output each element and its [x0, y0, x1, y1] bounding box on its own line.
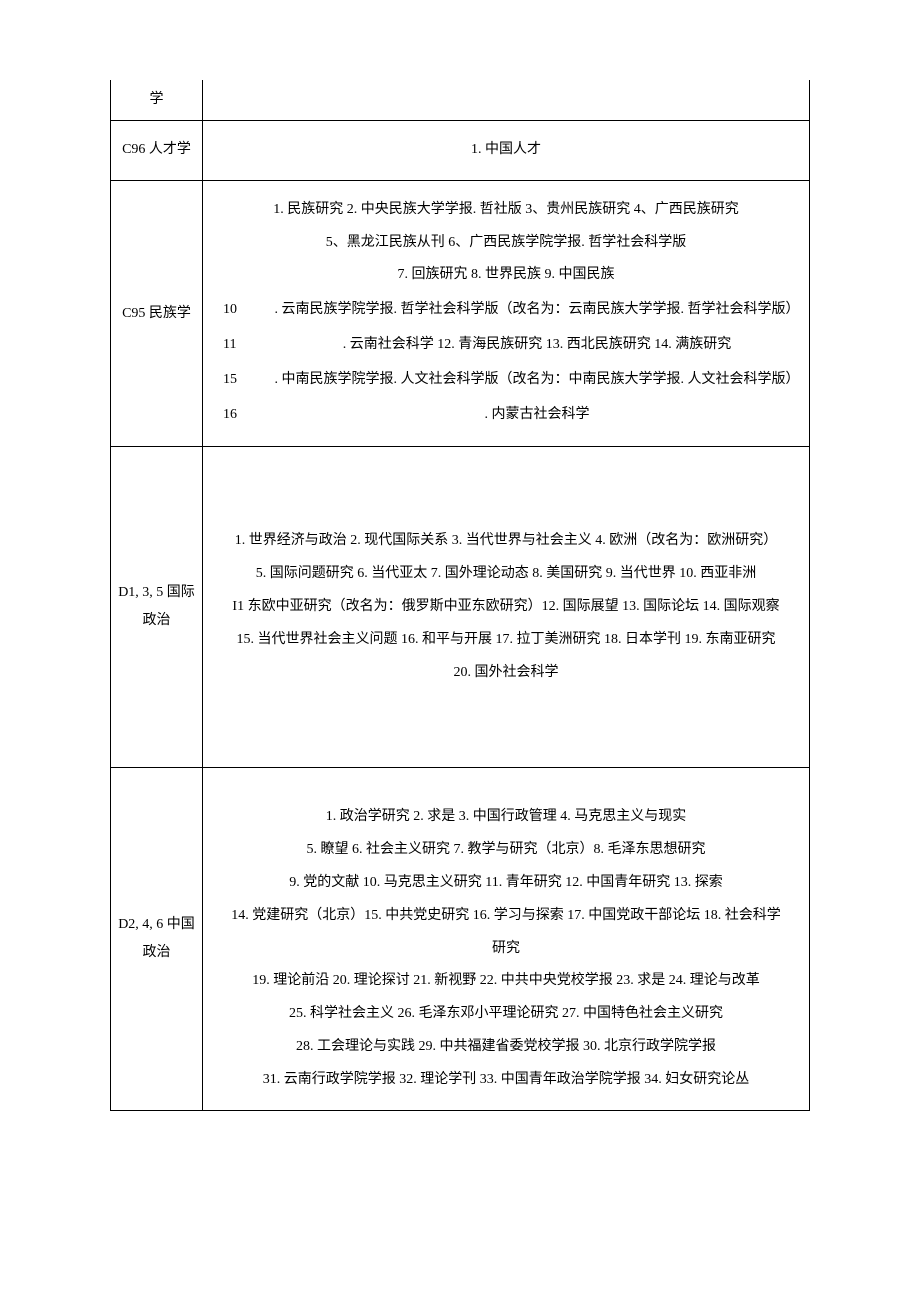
content-line-indent: 15. 中南民族学院学报. 人文社会科学版（改名为：中南民族大学学报. 人文社会… — [223, 365, 801, 396]
table-row: 学 — [111, 80, 810, 121]
line-text: . 云南社会科学 12. 青海民族研究 13. 西北民族研究 14. 满族研究 — [273, 330, 801, 361]
line-text: . 中南民族学院学报. 人文社会科学版（改名为：中南民族大学学报. 人文社会科学… — [273, 365, 801, 396]
content-line: 5. 瞭望 6. 社会主义研究 7. 教学与研究（北京）8. 毛泽东思想研究 — [211, 835, 801, 866]
content-line: 25. 科学社会主义 26. 毛泽东邓小平理论研究 27. 中国特色社会主义研究 — [211, 999, 801, 1030]
table-row: C95 民族学 1. 民族研究 2. 中央民族大学学报. 哲社版 3、贵州民族研究… — [111, 180, 810, 447]
line-number: 10 — [223, 295, 273, 326]
content-line-indent: 10. 云南民族学院学报. 哲学社会科学版（改名为：云南民族大学学报. 哲学社会… — [223, 295, 801, 326]
category-cell: C96 人才学 — [111, 121, 203, 181]
content-line: 1. 民族研究 2. 中央民族大学学报. 哲社版 3、贵州民族研究 4、广西民族… — [211, 195, 801, 226]
content-line: 9. 党的文献 10. 马克思主义研究 11. 青年研究 12. 中国青年研究 … — [211, 868, 801, 899]
content-line: 1. 世界经济与政治 2. 现代国际关系 3. 当代世界与社会主义 4. 欧洲（… — [211, 526, 801, 557]
category-cell: D1, 3, 5 国际政治 — [111, 447, 203, 768]
table-row: D1, 3, 5 国际政治 1. 世界经济与政治 2. 现代国际关系 3. 当代世… — [111, 447, 810, 768]
content-line: 7. 回族研宄 8. 世界民族 9. 中国民族 — [211, 260, 801, 291]
content-line: 19. 理论前沿 20. 理论探讨 21. 新视野 22. 中共中央党校学报 2… — [211, 966, 801, 997]
table-row: D2, 4, 6 中国政治1. 政治学研究 2. 求是 3. 中国行政管理 4.… — [111, 768, 810, 1110]
line-number: 11 — [223, 330, 273, 361]
line-text: . 云南民族学院学报. 哲学社会科学版（改名为：云南民族大学学报. 哲学社会科学… — [273, 295, 801, 326]
content-line: 28. 工会理论与实践 29. 中共福建省委党校学报 30. 北京行政学院学报 — [211, 1032, 801, 1063]
content-line: 20. 国外社会科学 — [211, 658, 801, 689]
content-line: 14. 党建研究（北京）15. 中共党史研究 16. 学习与探索 17. 中国党… — [211, 901, 801, 932]
content-line: 31. 云南行政学院学报 32. 理论学刊 33. 中国青年政治学院学报 34.… — [211, 1065, 801, 1096]
content-line: 15. 当代世界社会主义问题 16. 和平与开展 17. 拉丁美洲研究 18. … — [211, 625, 801, 656]
line-text: . 内蒙古社会科学 — [273, 400, 801, 431]
content-line-indent: 16. 内蒙古社会科学 — [223, 400, 801, 431]
line-number: 15 — [223, 365, 273, 396]
table-row: C96 人才学 1. 中国人才 — [111, 121, 810, 181]
content-cell: 1. 民族研究 2. 中央民族大学学报. 哲社版 3、贵州民族研究 4、广西民族… — [203, 180, 810, 447]
content-line: 1. 政治学研究 2. 求是 3. 中国行政管理 4. 马克思主义与现实 — [211, 802, 801, 833]
content-line: 5. 国际问题研究 6. 当代亚太 7. 国外理论动态 8. 美国研究 9. 当… — [211, 559, 801, 590]
content-line: I1 东欧中亚研究（改名为：俄罗斯中亚东欧研究）12. 国际展望 13. 国际论… — [211, 592, 801, 623]
content-cell: 1. 政治学研究 2. 求是 3. 中国行政管理 4. 马克思主义与现实5. 瞭… — [203, 768, 810, 1110]
content-cell: 1. 中国人才 — [203, 121, 810, 181]
category-cell: 学 — [111, 80, 203, 121]
content-line-indent: 11. 云南社会科学 12. 青海民族研究 13. 西北民族研究 14. 满族研… — [223, 330, 801, 361]
journal-table: 学C96 人才学 1. 中国人才 C95 民族学 1. 民族研究 2. 中央民族大学学… — [110, 80, 810, 1111]
content-cell: 1. 世界经济与政治 2. 现代国际关系 3. 当代世界与社会主义 4. 欧洲（… — [203, 447, 810, 768]
category-cell: D2, 4, 6 中国政治 — [111, 768, 203, 1110]
content-cell — [203, 80, 810, 121]
category-cell: C95 民族学 — [111, 180, 203, 447]
content-line: 5、黑龙江民族从刊 6、广西民族学院学报. 哲学社会科学版 — [211, 228, 801, 259]
content-line: 研究 — [211, 934, 801, 965]
content-line: 1. 中国人才 — [211, 135, 801, 166]
line-number: 16 — [223, 400, 273, 431]
